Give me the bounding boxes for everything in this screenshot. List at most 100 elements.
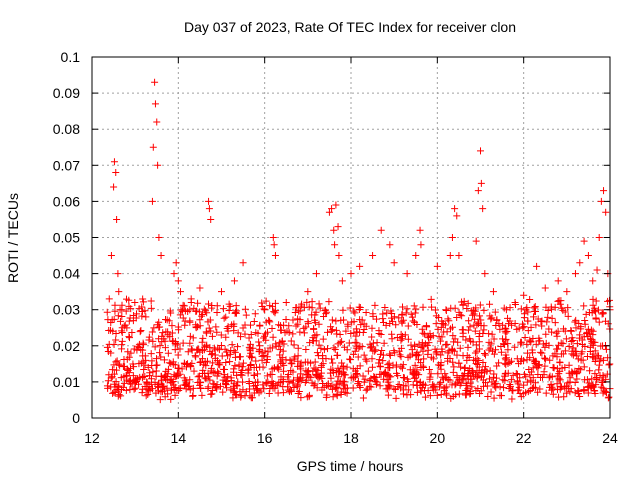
data-point	[196, 358, 204, 366]
data-point	[529, 383, 537, 391]
data-point	[168, 379, 176, 387]
data-point	[470, 321, 478, 329]
data-point	[474, 384, 482, 392]
data-point	[420, 355, 428, 363]
data-point	[126, 364, 134, 372]
data-point	[145, 333, 153, 341]
data-point	[429, 384, 437, 392]
data-point	[204, 300, 212, 308]
data-point	[141, 352, 149, 360]
data-point	[241, 330, 249, 338]
data-point	[516, 374, 524, 382]
data-point	[487, 315, 495, 323]
data-point	[390, 259, 398, 267]
data-point	[279, 354, 287, 362]
data-point	[107, 318, 115, 326]
data-point	[595, 318, 603, 326]
data-point	[502, 306, 510, 314]
data-point	[246, 340, 254, 348]
data-point	[557, 350, 565, 358]
data-point	[174, 277, 182, 285]
data-point	[592, 315, 600, 323]
data-point	[517, 357, 525, 365]
data-point	[181, 321, 189, 329]
data-point	[212, 323, 220, 331]
data-point	[604, 320, 612, 328]
data-point	[573, 340, 581, 348]
data-point	[332, 317, 340, 325]
data-point	[151, 78, 159, 86]
data-point	[165, 359, 173, 367]
data-point	[581, 317, 589, 325]
data-point	[517, 340, 525, 348]
data-point	[105, 327, 113, 335]
data-point	[260, 385, 268, 393]
data-point	[421, 340, 429, 348]
data-point	[198, 338, 206, 346]
data-point	[266, 302, 274, 310]
data-point	[546, 356, 554, 364]
data-point	[361, 375, 369, 383]
data-point	[464, 299, 472, 307]
data-point	[167, 309, 175, 317]
data-point	[448, 323, 456, 331]
data-point	[450, 338, 458, 346]
data-point	[176, 311, 184, 319]
data-point	[171, 339, 179, 347]
data-point	[386, 241, 394, 249]
data-point	[164, 328, 172, 336]
data-point	[566, 378, 574, 386]
data-point	[553, 380, 561, 388]
data-point	[473, 367, 481, 375]
data-point	[386, 350, 394, 358]
data-point	[297, 394, 305, 402]
data-point	[237, 368, 245, 376]
data-point	[600, 187, 608, 195]
data-point	[440, 387, 448, 395]
data-point	[438, 345, 446, 353]
data-point	[217, 342, 225, 350]
data-point	[410, 302, 418, 310]
data-point	[245, 334, 253, 342]
data-point	[480, 350, 488, 358]
data-point	[259, 363, 267, 371]
data-point	[362, 355, 370, 363]
data-point	[224, 323, 232, 331]
data-point	[543, 318, 551, 326]
data-point	[366, 376, 374, 384]
data-point	[416, 379, 424, 387]
data-point	[219, 305, 227, 313]
data-point	[377, 226, 385, 234]
data-point	[418, 339, 426, 347]
data-point	[497, 342, 505, 350]
data-point	[385, 372, 393, 380]
data-point	[222, 313, 230, 321]
data-point	[453, 313, 461, 321]
data-point	[191, 352, 199, 360]
data-point	[120, 355, 128, 363]
data-point	[292, 304, 300, 312]
data-point	[251, 310, 259, 318]
data-point	[290, 355, 298, 363]
y-tick-label: 0.04	[53, 266, 80, 282]
data-point	[324, 328, 332, 336]
data-point	[332, 326, 340, 334]
data-point	[383, 376, 391, 384]
data-point	[442, 306, 450, 314]
data-point	[349, 350, 357, 358]
data-point	[132, 378, 140, 386]
data-point	[386, 352, 394, 360]
data-point	[130, 363, 138, 371]
data-point	[584, 252, 592, 260]
data-point	[404, 322, 412, 330]
data-point	[504, 346, 512, 354]
data-point	[423, 323, 431, 331]
data-point	[226, 358, 234, 366]
data-point	[203, 329, 211, 337]
data-point	[532, 321, 540, 329]
data-point	[569, 337, 577, 344]
data-point	[518, 320, 526, 328]
data-point	[337, 316, 345, 324]
data-point	[328, 205, 336, 213]
data-point	[111, 383, 119, 391]
